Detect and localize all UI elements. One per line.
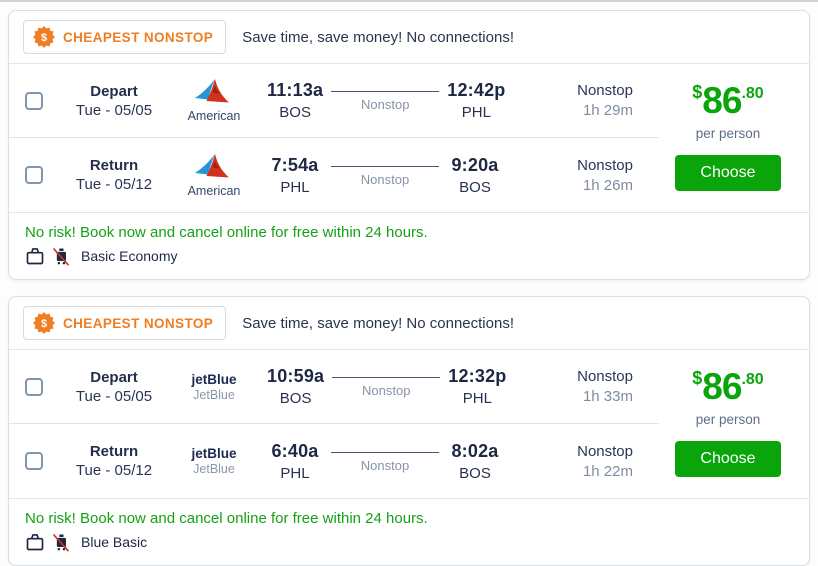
badge-message: Save time, save money! No connections! <box>242 314 514 332</box>
return-flight-row: Return Tue - 05/12 American 7:54a PHL <box>9 138 659 212</box>
route-line <box>331 451 439 453</box>
route-stops-label: Nonstop <box>360 171 410 187</box>
depart-airport: BOS <box>279 390 312 407</box>
card-notice: No risk! Book now and cancel online for … <box>9 212 809 279</box>
cheapest-nonstop-badge: $ CHEAPEST NONSTOP <box>23 306 227 340</box>
airline-name: JetBlue <box>193 462 235 476</box>
price: $86.80 <box>692 80 763 122</box>
depart-checkbox[interactable] <box>25 91 43 110</box>
american-airlines-logo-icon <box>195 153 229 177</box>
per-person-label: per person <box>695 126 761 141</box>
depart-airport: BOS <box>279 104 311 121</box>
fare-type-label: Blue Basic <box>81 534 148 550</box>
route-stops-label: Nonstop <box>361 97 410 112</box>
depart-flight-row: Depart Tue - 05/05 American 11:13a BOS <box>9 64 659 138</box>
price-dollars: 86 <box>702 366 742 407</box>
arrive-airport: PHL <box>462 390 492 407</box>
arrive-time: 8:02a <box>451 440 499 461</box>
flight-result-card-jetblue: $ CHEAPEST NONSTOP Save time, save money… <box>8 296 810 566</box>
route-stops-label: Nonstop <box>362 383 411 398</box>
airline-name: American <box>187 109 241 123</box>
flight-duration: 1h 33m <box>582 388 633 405</box>
page-top-divider <box>0 0 818 2</box>
flight-date: Tue - 05/12 <box>75 462 153 479</box>
airline-name: JetBlue <box>193 387 235 402</box>
flight-date: Tue - 05/05 <box>75 101 153 119</box>
flight-duration: 1h 29m <box>582 102 633 119</box>
free-cancel-notice: No risk! Book now and cancel online for … <box>25 510 428 527</box>
card-header: $ CHEAPEST NONSTOP Save time, save money… <box>9 297 809 350</box>
price-column: $86.80 per person Choose <box>659 64 809 212</box>
flight-duration: 1h 22m <box>582 462 633 480</box>
flight-date: Tue - 05/12 <box>75 176 153 193</box>
personal-item-icon <box>26 534 44 551</box>
jetblue-logo: jetBlue <box>191 446 237 461</box>
arrive-airport: BOS <box>459 178 491 196</box>
flight-date: Tue - 05/05 <box>75 387 153 405</box>
arrive-airport: BOS <box>459 464 491 482</box>
price-column: $86.80 per person Choose <box>659 350 809 498</box>
depart-time: 10:59a <box>267 366 325 386</box>
depart-airport: PHL <box>280 464 310 482</box>
return-flight-row: Return Tue - 05/12 jetBlue JetBlue 6:40a… <box>9 424 659 498</box>
price-dollars: 86 <box>702 80 742 121</box>
american-airlines-logo-icon <box>195 79 229 103</box>
price-currency: $ <box>692 82 703 102</box>
badge-message: Save time, save money! No connections! <box>242 28 514 46</box>
stops-label: Nonstop <box>577 156 633 174</box>
jetblue-logo: jetBlue <box>191 371 237 387</box>
flight-result-card-american: $ CHEAPEST NONSTOP Save time, save money… <box>8 10 810 280</box>
badge-label: CHEAPEST NONSTOP <box>63 29 214 45</box>
stops-label: Nonstop <box>577 82 633 99</box>
badge-label: CHEAPEST NONSTOP <box>63 315 214 331</box>
arrive-time: 9:20a <box>451 154 499 175</box>
depart-time: 6:40a <box>271 440 319 461</box>
depart-checkbox[interactable] <box>25 377 43 396</box>
cheapest-nonstop-badge: $ CHEAPEST NONSTOP <box>23 20 227 54</box>
svg-text:$: $ <box>41 318 47 330</box>
choose-button[interactable]: Choose <box>675 155 781 191</box>
depart-time: 11:13a <box>267 80 324 100</box>
depart-airport: PHL <box>280 178 310 196</box>
stops-label: Nonstop <box>577 368 633 385</box>
route-line <box>331 165 439 167</box>
return-checkbox[interactable] <box>25 452 43 470</box>
card-header: $ CHEAPEST NONSTOP Save time, save money… <box>9 11 809 64</box>
direction-label: Return <box>89 443 139 460</box>
direction-label: Depart <box>90 368 138 386</box>
dollar-seal-icon: $ <box>33 312 55 334</box>
arrive-time: 12:32p <box>448 366 507 386</box>
no-checked-bag-icon <box>52 533 70 552</box>
price-currency: $ <box>692 368 703 388</box>
flight-duration: 1h 26m <box>582 176 633 194</box>
arrive-time: 12:42p <box>447 80 506 100</box>
fare-type-label: Basic Economy <box>81 248 178 264</box>
return-checkbox[interactable] <box>25 166 43 184</box>
depart-time: 7:54a <box>271 154 319 175</box>
price: $86.80 <box>692 366 763 408</box>
dollar-seal-icon: $ <box>33 26 55 48</box>
personal-item-icon <box>26 248 44 265</box>
direction-label: Depart <box>90 82 138 100</box>
depart-flight-row: Depart Tue - 05/05 jetBlue JetBlue 10:59… <box>9 350 659 424</box>
direction-label: Return <box>89 157 139 174</box>
card-notice: No risk! Book now and cancel online for … <box>9 498 809 565</box>
airline-name: American <box>187 183 241 198</box>
choose-button[interactable]: Choose <box>675 441 781 477</box>
svg-text:$: $ <box>41 32 47 44</box>
route-line <box>332 377 441 378</box>
price-cents: .80 <box>741 85 764 102</box>
route-stops-label: Nonstop <box>360 457 410 473</box>
free-cancel-notice: No risk! Book now and cancel online for … <box>25 224 428 241</box>
arrive-airport: PHL <box>461 104 491 121</box>
no-checked-bag-icon <box>52 247 70 266</box>
per-person-label: per person <box>695 412 761 427</box>
stops-label: Nonstop <box>577 442 633 460</box>
price-cents: .80 <box>741 371 764 388</box>
route-line <box>331 91 440 92</box>
